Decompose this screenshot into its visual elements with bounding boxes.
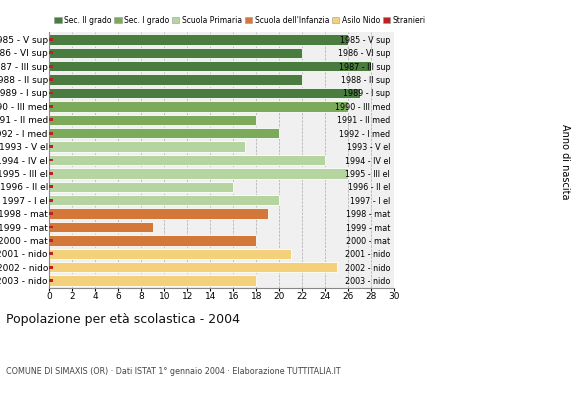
Bar bbox=[49, 65, 53, 68]
Bar bbox=[49, 226, 53, 228]
Bar bbox=[49, 92, 53, 94]
Bar bbox=[49, 132, 53, 135]
Bar bbox=[49, 114, 256, 125]
Bar bbox=[49, 141, 245, 152]
Bar bbox=[49, 235, 256, 246]
Bar bbox=[49, 195, 280, 206]
Bar bbox=[49, 185, 53, 188]
Bar bbox=[49, 212, 53, 215]
Text: COMUNE DI SIMAXIS (OR) · Dati ISTAT 1° gennaio 2004 · Elaborazione TUTTITALIA.IT: COMUNE DI SIMAXIS (OR) · Dati ISTAT 1° g… bbox=[6, 367, 340, 376]
Bar bbox=[49, 101, 349, 112]
Bar bbox=[49, 74, 302, 85]
Bar bbox=[49, 262, 337, 272]
Bar bbox=[49, 51, 53, 54]
Bar bbox=[49, 172, 53, 175]
Bar bbox=[49, 208, 268, 219]
Bar bbox=[49, 155, 325, 165]
Bar bbox=[49, 222, 153, 232]
Bar bbox=[49, 239, 53, 242]
Bar bbox=[49, 78, 53, 81]
Bar bbox=[49, 168, 349, 179]
Bar bbox=[49, 158, 53, 162]
Bar bbox=[49, 128, 280, 138]
Bar bbox=[49, 38, 53, 41]
Bar bbox=[49, 88, 360, 98]
Bar bbox=[49, 105, 53, 108]
Bar bbox=[49, 182, 233, 192]
Bar bbox=[49, 276, 256, 286]
Bar bbox=[49, 48, 302, 58]
Bar bbox=[49, 248, 291, 259]
Text: Anno di nascita: Anno di nascita bbox=[560, 124, 571, 200]
Bar bbox=[49, 118, 53, 121]
Bar bbox=[49, 61, 371, 72]
Bar bbox=[49, 145, 53, 148]
Bar bbox=[49, 199, 53, 202]
Legend: Sec. II grado, Sec. I grado, Scuola Primaria, Scuola dell'Infanzia, Asilo Nido, : Sec. II grado, Sec. I grado, Scuola Prim… bbox=[53, 15, 426, 26]
Bar bbox=[49, 279, 53, 282]
Bar bbox=[49, 34, 349, 44]
Text: Popolazione per età scolastica - 2004: Popolazione per età scolastica - 2004 bbox=[6, 313, 240, 326]
Bar bbox=[49, 252, 53, 255]
Bar bbox=[49, 266, 53, 269]
